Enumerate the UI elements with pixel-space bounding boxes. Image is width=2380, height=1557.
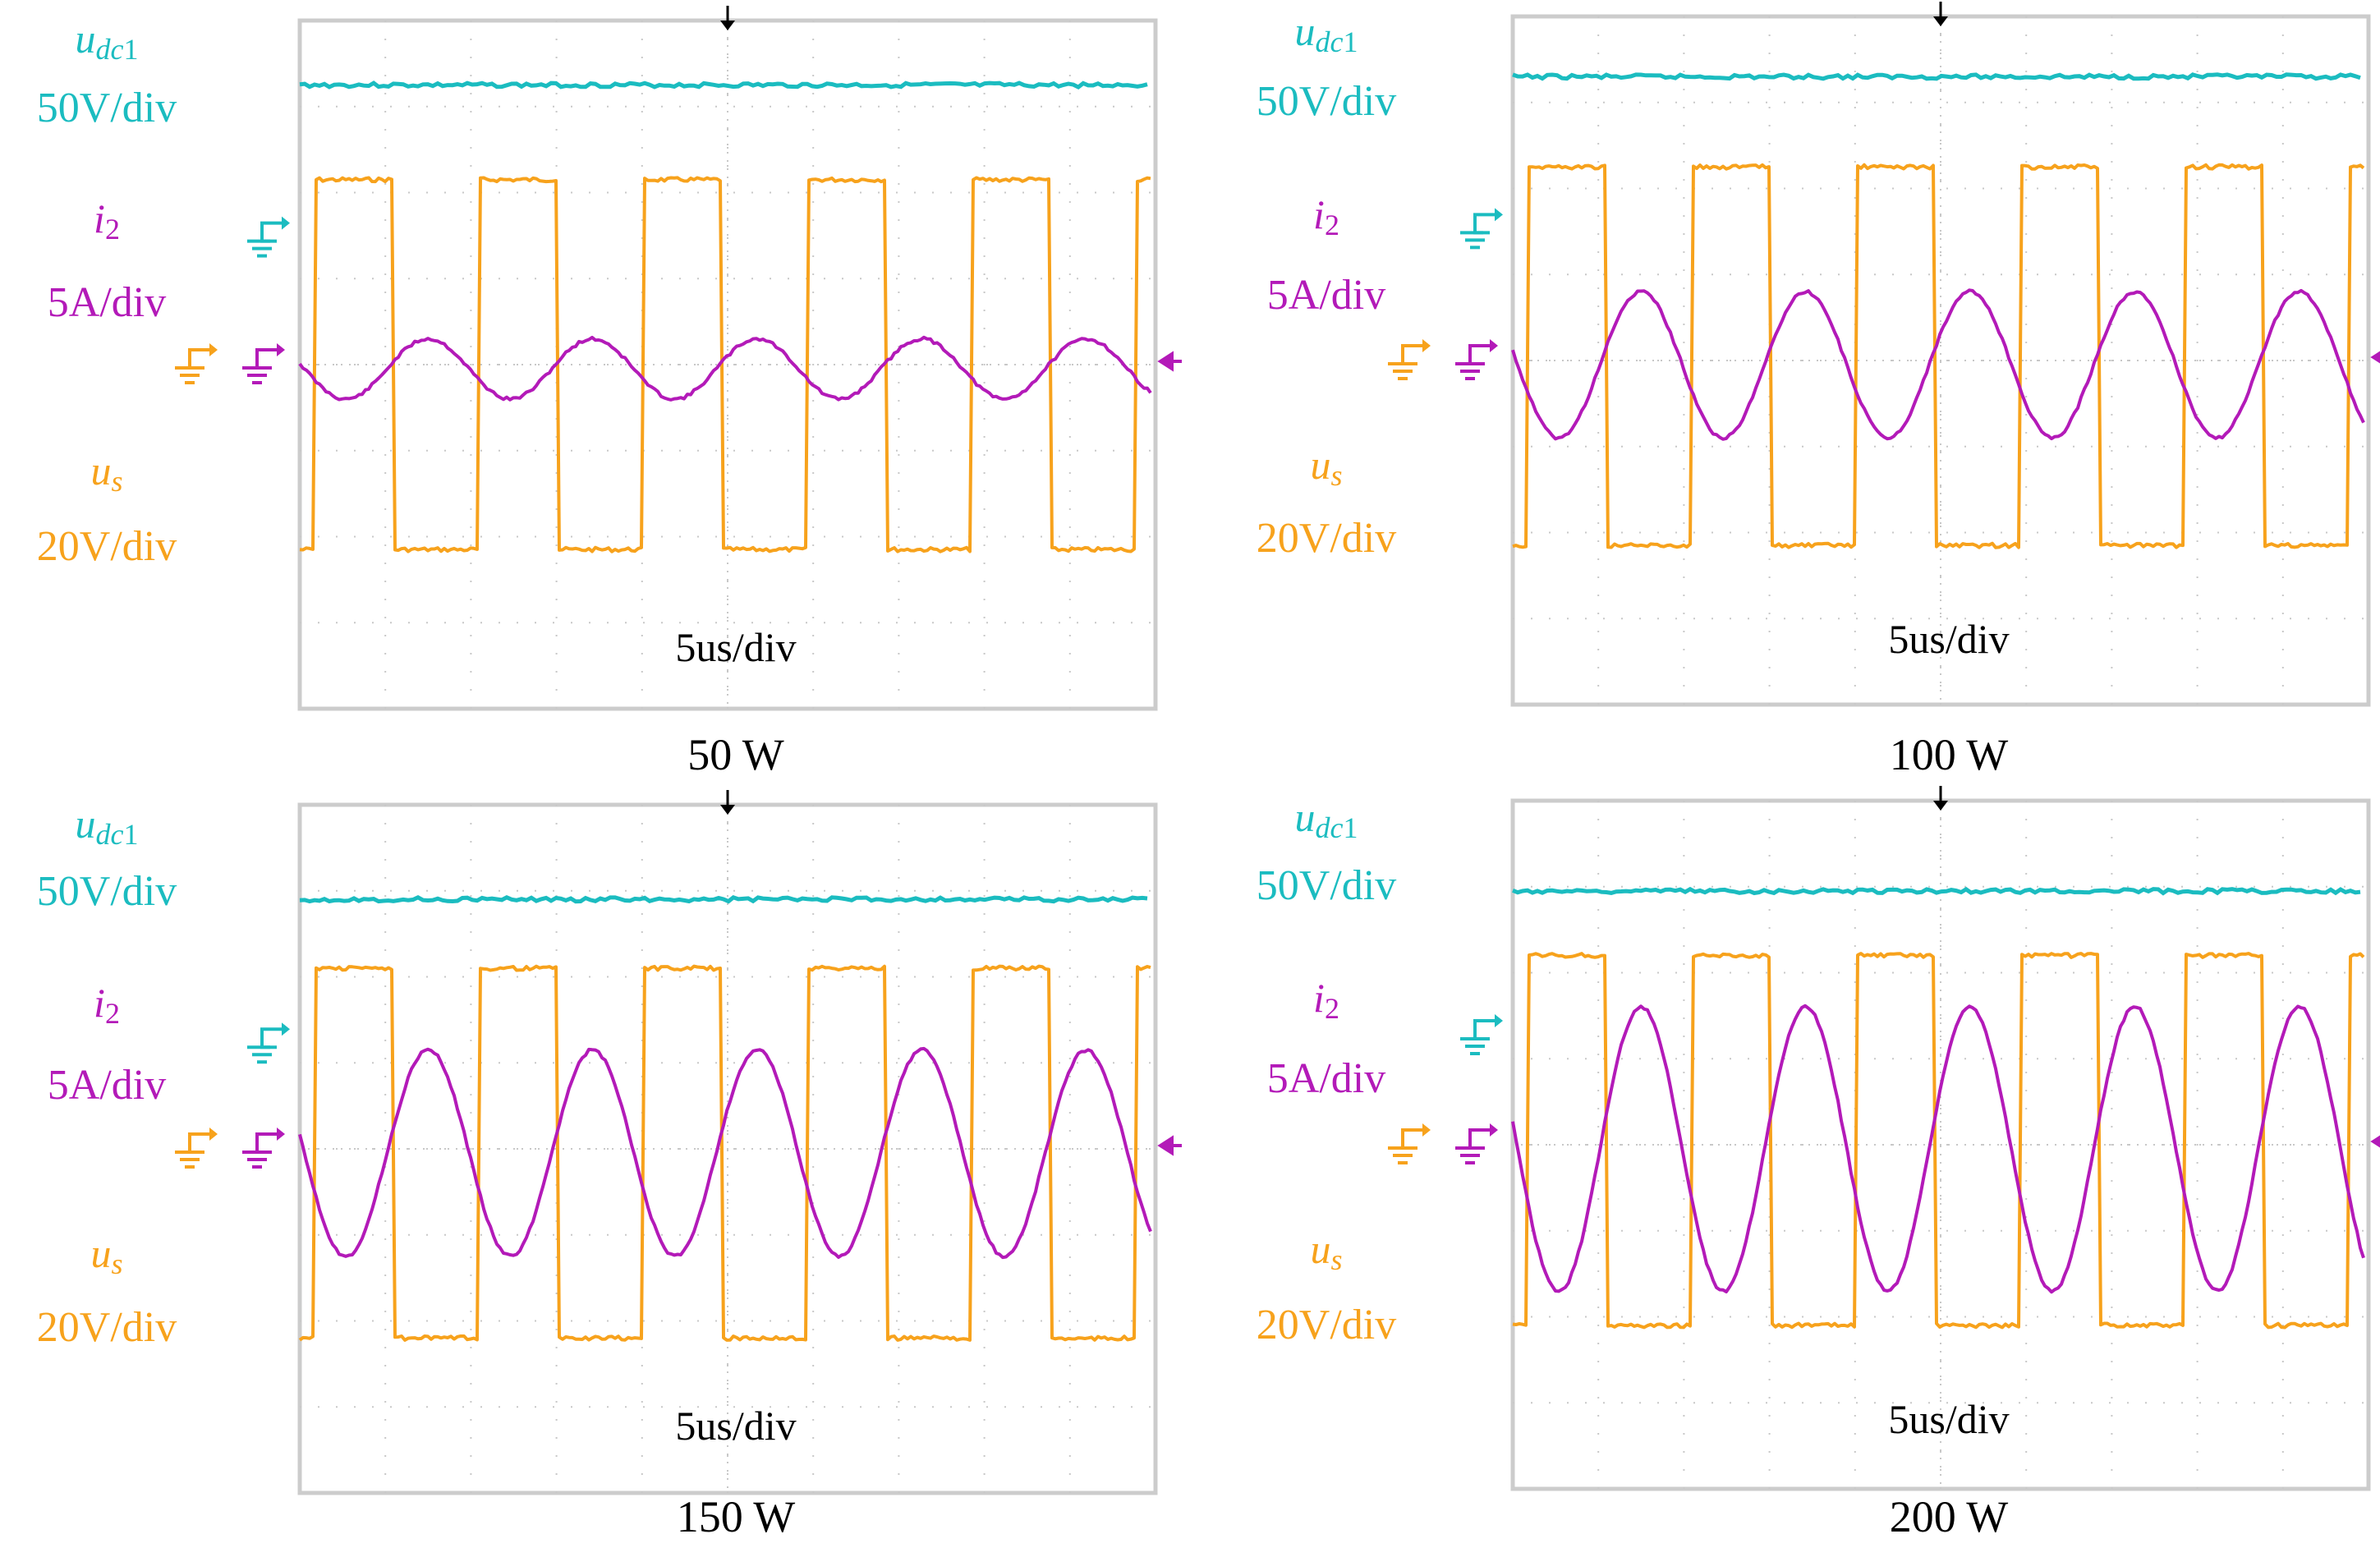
i2-marker-icon [1157, 351, 1182, 372]
us-label: us [90, 1230, 122, 1280]
panel-title: 150 W [677, 1492, 796, 1541]
us-label: us [1310, 442, 1342, 492]
udc1-label: udc1 [76, 801, 139, 851]
udc1-ground-icon [1460, 1013, 1503, 1055]
i2-scale: 5A/div [48, 1062, 166, 1109]
us-ground-icon [1388, 339, 1431, 380]
scope-panel-3: udc1 50V/div i2 5A/div us 20V/div 5us/div 150 W [37, 790, 1182, 1541]
i2-ground-icon [1455, 1123, 1498, 1164]
grid [300, 805, 1156, 1493]
udc1-label: udc1 [76, 16, 139, 66]
trigger-arrow-icon [720, 6, 735, 30]
udc1-ground-icon [247, 216, 290, 258]
udc1-trace [1512, 72, 2361, 81]
i2-ground-icon [242, 343, 285, 384]
us-scale: 20V/div [1257, 515, 1396, 562]
i2-marker-icon [2370, 351, 2380, 364]
i2-trace [1511, 288, 2365, 441]
i2-label: i2 [1313, 975, 1339, 1025]
udc1-scale: 50V/div [37, 868, 177, 915]
udc1-ground-icon [247, 1022, 290, 1064]
udc1-ground-icon [1460, 208, 1503, 250]
us-trace [1512, 952, 2365, 1330]
trigger-arrow-icon [1933, 2, 1948, 26]
i2-scale: 5A/div [1267, 1055, 1385, 1102]
i2-ground-icon [1455, 339, 1498, 380]
i2-label: i2 [94, 980, 120, 1030]
us-ground-icon [1388, 1123, 1431, 1164]
udc1-trace [299, 894, 1148, 904]
us-scale: 20V/div [1257, 1302, 1396, 1348]
time-scale-label: 5us/div [1888, 1396, 2009, 1442]
udc1-scale: 50V/div [1257, 862, 1396, 909]
i2-scale: 5A/div [1267, 272, 1385, 319]
us-label: us [1310, 1226, 1342, 1276]
panel-title: 200 W [1890, 1492, 2009, 1541]
grid [300, 21, 1156, 709]
us-trace [1512, 163, 2365, 549]
us-ground-icon [175, 343, 218, 384]
time-scale-label: 5us/div [675, 624, 796, 670]
udc1-trace [299, 80, 1148, 90]
i2-marker-icon [2370, 1135, 2380, 1148]
us-trace [298, 964, 1151, 1342]
grid [1513, 16, 2369, 705]
time-scale-label: 5us/div [1888, 616, 2009, 662]
trigger-arrow-icon [1933, 786, 1948, 811]
i2-marker-icon [1157, 1135, 1182, 1156]
panel-title: 100 W [1890, 730, 2009, 779]
scope-panel-1: udc1 50V/div i2 5A/div us 20V/div 5us/div 50 W [37, 6, 1182, 779]
i2-label: i2 [1313, 191, 1339, 241]
us-scale: 20V/div [37, 523, 177, 570]
scope-panel-2: udc1 50V/div i2 5A/div us 20V/div 5us/div 100 W [1257, 2, 2380, 779]
i2-scale: 5A/div [48, 279, 166, 326]
i2-trace [298, 1046, 1152, 1260]
us-ground-icon [175, 1128, 218, 1169]
us-scale: 20V/div [37, 1304, 177, 1351]
panel-title: 50 W [687, 730, 784, 779]
udc1-scale: 50V/div [1257, 78, 1396, 125]
udc1-trace [1512, 886, 2361, 896]
trigger-arrow-icon [720, 790, 735, 815]
us-label: us [90, 448, 122, 498]
i2-trace [298, 335, 1152, 402]
udc1-scale: 50V/div [37, 85, 177, 131]
udc1-label: udc1 [1295, 794, 1358, 844]
time-scale-label: 5us/div [675, 1403, 796, 1449]
i2-label: i2 [94, 195, 120, 246]
us-trace [299, 176, 1151, 553]
udc1-label: udc1 [1295, 8, 1358, 58]
grid [1513, 801, 2369, 1489]
i2-ground-icon [242, 1128, 285, 1169]
scope-panel-4: udc1 50V/div i2 5A/div us 20V/div 5us/div 200 W [1257, 786, 2380, 1541]
i2-trace [1511, 1004, 2365, 1294]
